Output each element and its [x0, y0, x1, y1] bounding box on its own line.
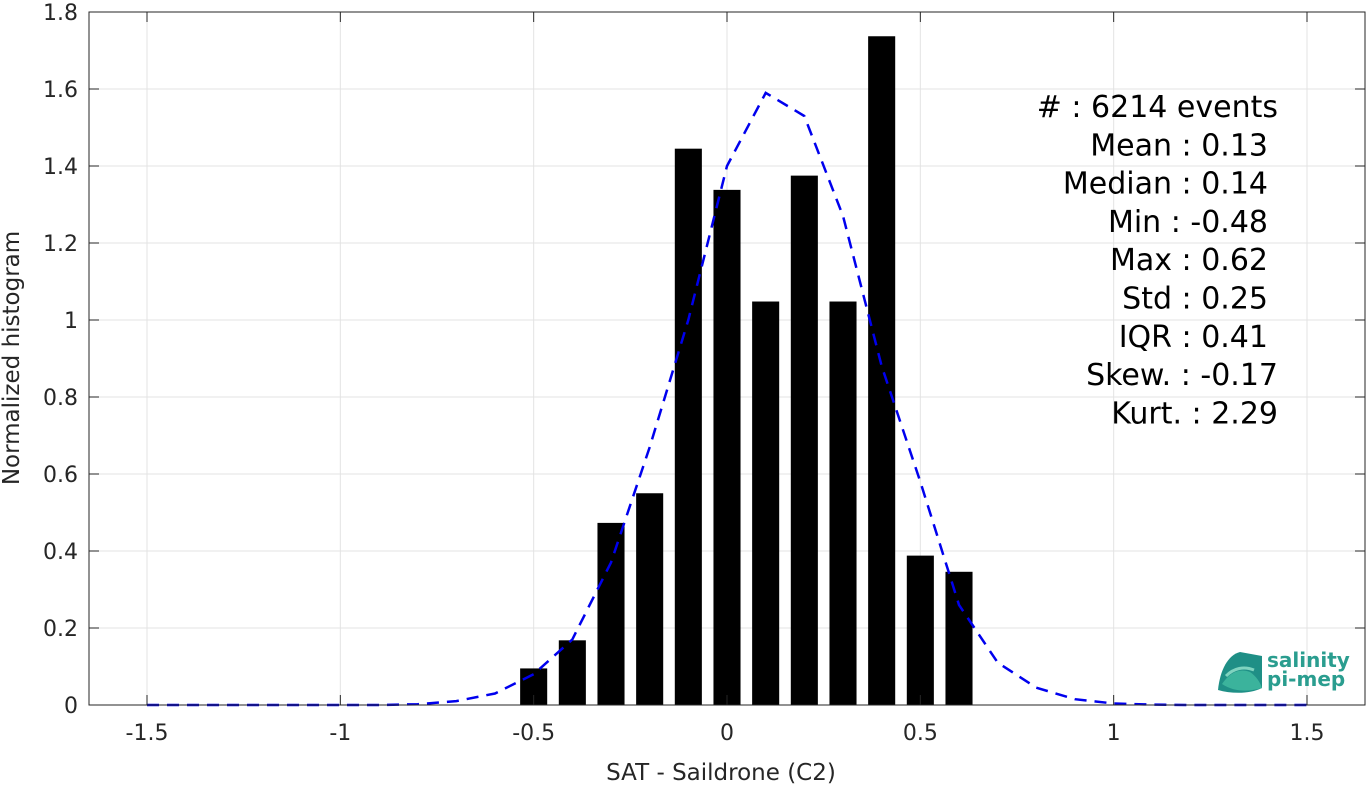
x-tick-label-0: -1.5 — [126, 721, 169, 746]
stat-line-1: Mean : 0.13 — [1090, 128, 1268, 163]
y-tick-label-1: 0.2 — [43, 617, 78, 642]
stat-line-6: IQR : 0.41 — [1119, 320, 1268, 355]
stat-line-7: Skew. : -0.17 — [1086, 358, 1278, 393]
y-axis-label: Normalized histogram — [0, 231, 25, 485]
histogram-bar-3 — [636, 493, 664, 705]
y-tick-label-6: 1.2 — [43, 232, 78, 257]
x-tick-label-3: 0 — [720, 721, 734, 746]
x-tick-label-2: -0.5 — [512, 721, 555, 746]
bars-layer — [520, 36, 973, 706]
histogram-bar-5 — [713, 189, 741, 705]
stat-line-2: Median : 0.14 — [1063, 167, 1268, 202]
y-tick-label-2: 0.4 — [43, 540, 78, 565]
x-axis-label: SAT - Saildrone (C2) — [606, 760, 836, 785]
logo-text-line2: pi-mep — [1267, 667, 1345, 691]
y-tick-label-4: 0.8 — [43, 386, 78, 411]
stat-line-5: Std : 0.25 — [1122, 282, 1268, 317]
salinity-pimep-logo: salinity pi-mep — [1218, 648, 1350, 693]
y-tick-label-3: 0.6 — [43, 463, 78, 488]
fit-curve-layer — [147, 91, 1307, 707]
histogram-bar-4 — [674, 148, 702, 706]
y-tick-label-5: 1 — [64, 309, 78, 334]
y-tick-label-7: 1.4 — [43, 155, 78, 180]
stat-line-4: Max : 0.62 — [1110, 243, 1268, 278]
x-tick-label-1: -1 — [329, 721, 351, 746]
y-tick-label-8: 1.6 — [43, 78, 78, 103]
y-tick-label-9: 1.8 — [43, 1, 78, 26]
stat-line-3: Min : -0.48 — [1108, 205, 1268, 240]
histogram-bar-1 — [558, 640, 586, 705]
histogram-bar-8 — [829, 301, 857, 705]
x-tick-label-6: 1.5 — [1290, 721, 1325, 746]
histogram-bar-9 — [868, 36, 896, 705]
histogram-bar-10 — [906, 555, 934, 705]
logo-text-line1: salinity — [1267, 648, 1350, 672]
gaussian-fit-curve — [147, 91, 1307, 707]
ticks-layer: -1.5 -1 -0.5 0 0.5 1 1.5 0 0.2 0.4 0.6 0.8 1 1.2 1.4 1.… — [43, 1, 1365, 746]
logo-waves-icon — [1218, 652, 1262, 693]
histogram-bar-7 — [790, 175, 818, 705]
stat-line-8: Kurt. : 2.29 — [1111, 396, 1278, 431]
stat-line-0: # : 6214 events — [1037, 90, 1278, 125]
x-tick-label-5: 1 — [1107, 721, 1121, 746]
histogram-bar-6 — [752, 301, 780, 705]
histogram-bar-2 — [597, 522, 625, 705]
x-tick-label-4: 0.5 — [903, 721, 938, 746]
y-tick-label-0: 0 — [64, 694, 78, 719]
histogram-bar-11 — [945, 571, 973, 705]
